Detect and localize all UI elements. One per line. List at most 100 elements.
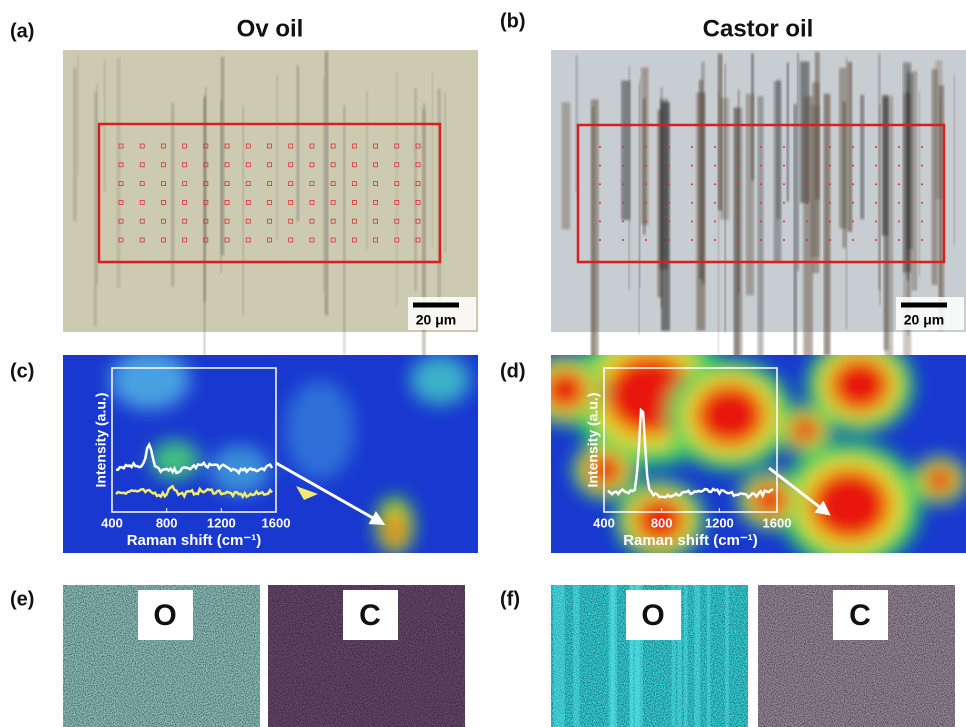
mapping-point <box>737 183 739 185</box>
wear-streak <box>171 103 174 287</box>
mapping-point <box>898 146 900 148</box>
mapping-point <box>737 202 739 204</box>
wear-streak <box>562 102 571 229</box>
mapping-point <box>921 183 923 185</box>
mapping-point <box>760 220 762 222</box>
inset-tick-label: 400 <box>101 515 123 530</box>
wear-streak <box>117 58 121 288</box>
mapping-point <box>783 202 785 204</box>
mapping-point <box>875 146 877 148</box>
eds-stripe <box>573 585 579 727</box>
element-label: C <box>849 599 871 632</box>
mapping-point <box>645 220 647 222</box>
wear-streak <box>221 57 225 255</box>
mapping-point <box>714 239 716 241</box>
mapping-point <box>714 146 716 148</box>
mapping-point <box>783 220 785 222</box>
figure: (a)(b)(c)(d)(e)(f)Ov oil20 μmCastor oil2… <box>0 0 966 727</box>
mapping-point <box>806 202 808 204</box>
element-label: O <box>153 599 176 632</box>
inset-y-label: Intensity (a.u.) <box>93 393 109 488</box>
element-label: C <box>359 599 381 632</box>
wear-streak <box>720 98 729 220</box>
mapping-point <box>645 146 647 148</box>
mapping-point <box>714 165 716 167</box>
eds-stripe <box>694 585 700 727</box>
mapping-point <box>875 165 877 167</box>
panel-label: (c) <box>10 360 34 382</box>
eds-stripe <box>611 585 617 727</box>
eds-stripe <box>725 585 728 727</box>
wear-streak <box>718 92 719 356</box>
mapping-point <box>737 220 739 222</box>
mapping-point <box>599 202 601 204</box>
mapping-point <box>599 165 601 167</box>
mapping-point <box>714 183 716 185</box>
mapping-point <box>668 183 670 185</box>
inset-tick-label: 1200 <box>705 515 734 530</box>
panel-title: Ov oil <box>237 15 304 42</box>
mapping-point <box>875 183 877 185</box>
mapping-point <box>691 202 693 204</box>
heat-blob <box>543 370 587 410</box>
heat-blob <box>810 469 890 541</box>
mapping-point <box>783 183 785 185</box>
wear-streak <box>797 53 799 271</box>
mapping-point <box>898 165 900 167</box>
mapping-point <box>898 220 900 222</box>
wear-streak <box>839 68 847 229</box>
inset-tick-label: 800 <box>156 515 178 530</box>
mapping-point <box>737 146 739 148</box>
wear-streak <box>94 92 97 326</box>
heat-blob <box>410 355 470 405</box>
wear-streak <box>323 77 324 292</box>
mapping-point <box>622 239 624 241</box>
mapping-point <box>668 239 670 241</box>
mapping-point <box>783 146 785 148</box>
heat-blob <box>830 358 890 412</box>
mapping-point <box>852 239 854 241</box>
wear-streak <box>276 74 277 239</box>
heat-blob <box>150 440 200 480</box>
wear-streak <box>591 106 594 365</box>
mapping-point <box>921 239 923 241</box>
heat-blob <box>285 380 355 480</box>
mapping-point <box>645 202 647 204</box>
mapping-point <box>898 183 900 185</box>
element-label: O <box>641 599 664 632</box>
mapping-point <box>852 165 854 167</box>
mapping-point <box>622 220 624 222</box>
mapping-point <box>622 165 624 167</box>
wear-streak <box>204 98 206 358</box>
mapping-point <box>806 183 808 185</box>
inset-tick-label: 400 <box>593 515 615 530</box>
mapping-point <box>714 220 716 222</box>
inset-tick-label: 1600 <box>262 515 291 530</box>
mapping-point <box>898 239 900 241</box>
wear-streak <box>794 104 797 356</box>
mapping-point <box>599 146 601 148</box>
mapping-point <box>806 220 808 222</box>
mapping-point <box>645 165 647 167</box>
mapping-point <box>829 239 831 241</box>
mapping-point <box>875 220 877 222</box>
mapping-point <box>829 220 831 222</box>
mapping-point <box>783 239 785 241</box>
eds-stripe <box>684 585 688 727</box>
wear-streak <box>757 96 763 367</box>
mapping-point <box>645 183 647 185</box>
panel-label: (e) <box>10 588 34 610</box>
wear-streak <box>242 106 244 315</box>
wear-streak <box>432 72 433 247</box>
mapping-point <box>737 239 739 241</box>
wear-streak <box>734 107 739 383</box>
mapping-point <box>760 165 762 167</box>
wear-streak <box>919 91 920 276</box>
mapping-point <box>875 239 877 241</box>
wear-streak <box>860 95 864 219</box>
mapping-point <box>829 202 831 204</box>
wear-streak <box>639 78 640 288</box>
panel-label: (f) <box>500 588 520 610</box>
mapping-point <box>645 239 647 241</box>
panel-label: (d) <box>500 360 526 382</box>
